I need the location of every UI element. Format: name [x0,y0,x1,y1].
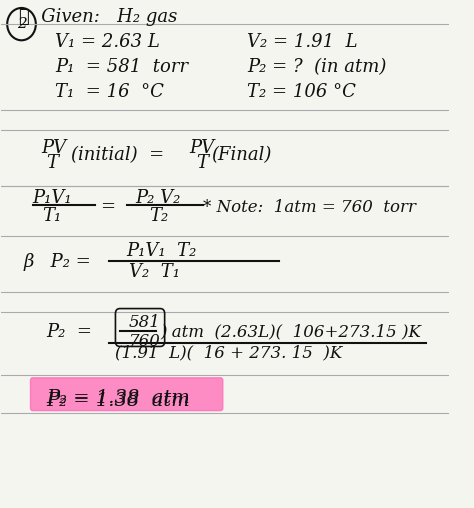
Text: P₂ = 1.38  atm: P₂ = 1.38 atm [46,392,190,409]
Text: T: T [196,154,208,172]
Text: V₂  T₁: V₂ T₁ [129,263,180,281]
Text: V₂ = 1.91  L: V₂ = 1.91 L [247,33,358,51]
Text: P₁V₁: P₁V₁ [33,189,73,207]
Text: ②  Given:   H₂ gas: ② Given: H₂ gas [19,8,178,25]
Text: P₂ = ?  (in atm): P₂ = ? (in atm) [247,58,387,76]
Text: (1.91  L)(  16 + 273. 15  )K: (1.91 L)( 16 + 273. 15 )K [116,344,343,361]
Text: P₂ V₂: P₂ V₂ [136,189,181,207]
Text: T₁  = 16  °C: T₁ = 16 °C [55,83,164,101]
Text: * Note:  1atm = 760  torr: * Note: 1atm = 760 torr [203,199,416,216]
Text: P₂ = 1.38  atm: P₂ = 1.38 atm [46,389,190,407]
Text: β   P₂ =: β P₂ = [24,252,91,271]
Text: 581: 581 [129,314,161,331]
Text: T: T [46,154,58,172]
Text: PV: PV [189,139,214,157]
Text: T₂: T₂ [149,207,168,225]
Text: 760: 760 [129,333,161,350]
Text: (initial)  =: (initial) = [71,146,164,165]
Text: P₁V₁  T₂: P₁V₁ T₂ [127,242,197,261]
Text: T₂ = 106 °C: T₂ = 106 °C [247,83,356,101]
FancyBboxPatch shape [30,378,223,410]
Text: ) atm  (2.63L)(  106+273.15 )K: ) atm (2.63L)( 106+273.15 )K [160,324,421,341]
Text: P₁  = 581  torr: P₁ = 581 torr [55,58,188,76]
Text: (Final): (Final) [211,146,272,165]
Text: PV: PV [42,139,67,157]
Text: V₁ = 2.63 L: V₁ = 2.63 L [55,33,160,51]
Text: 2: 2 [17,17,27,31]
Text: P₂  =: P₂ = [46,323,92,341]
Text: =: = [100,199,115,216]
Text: T₁: T₁ [42,207,61,225]
